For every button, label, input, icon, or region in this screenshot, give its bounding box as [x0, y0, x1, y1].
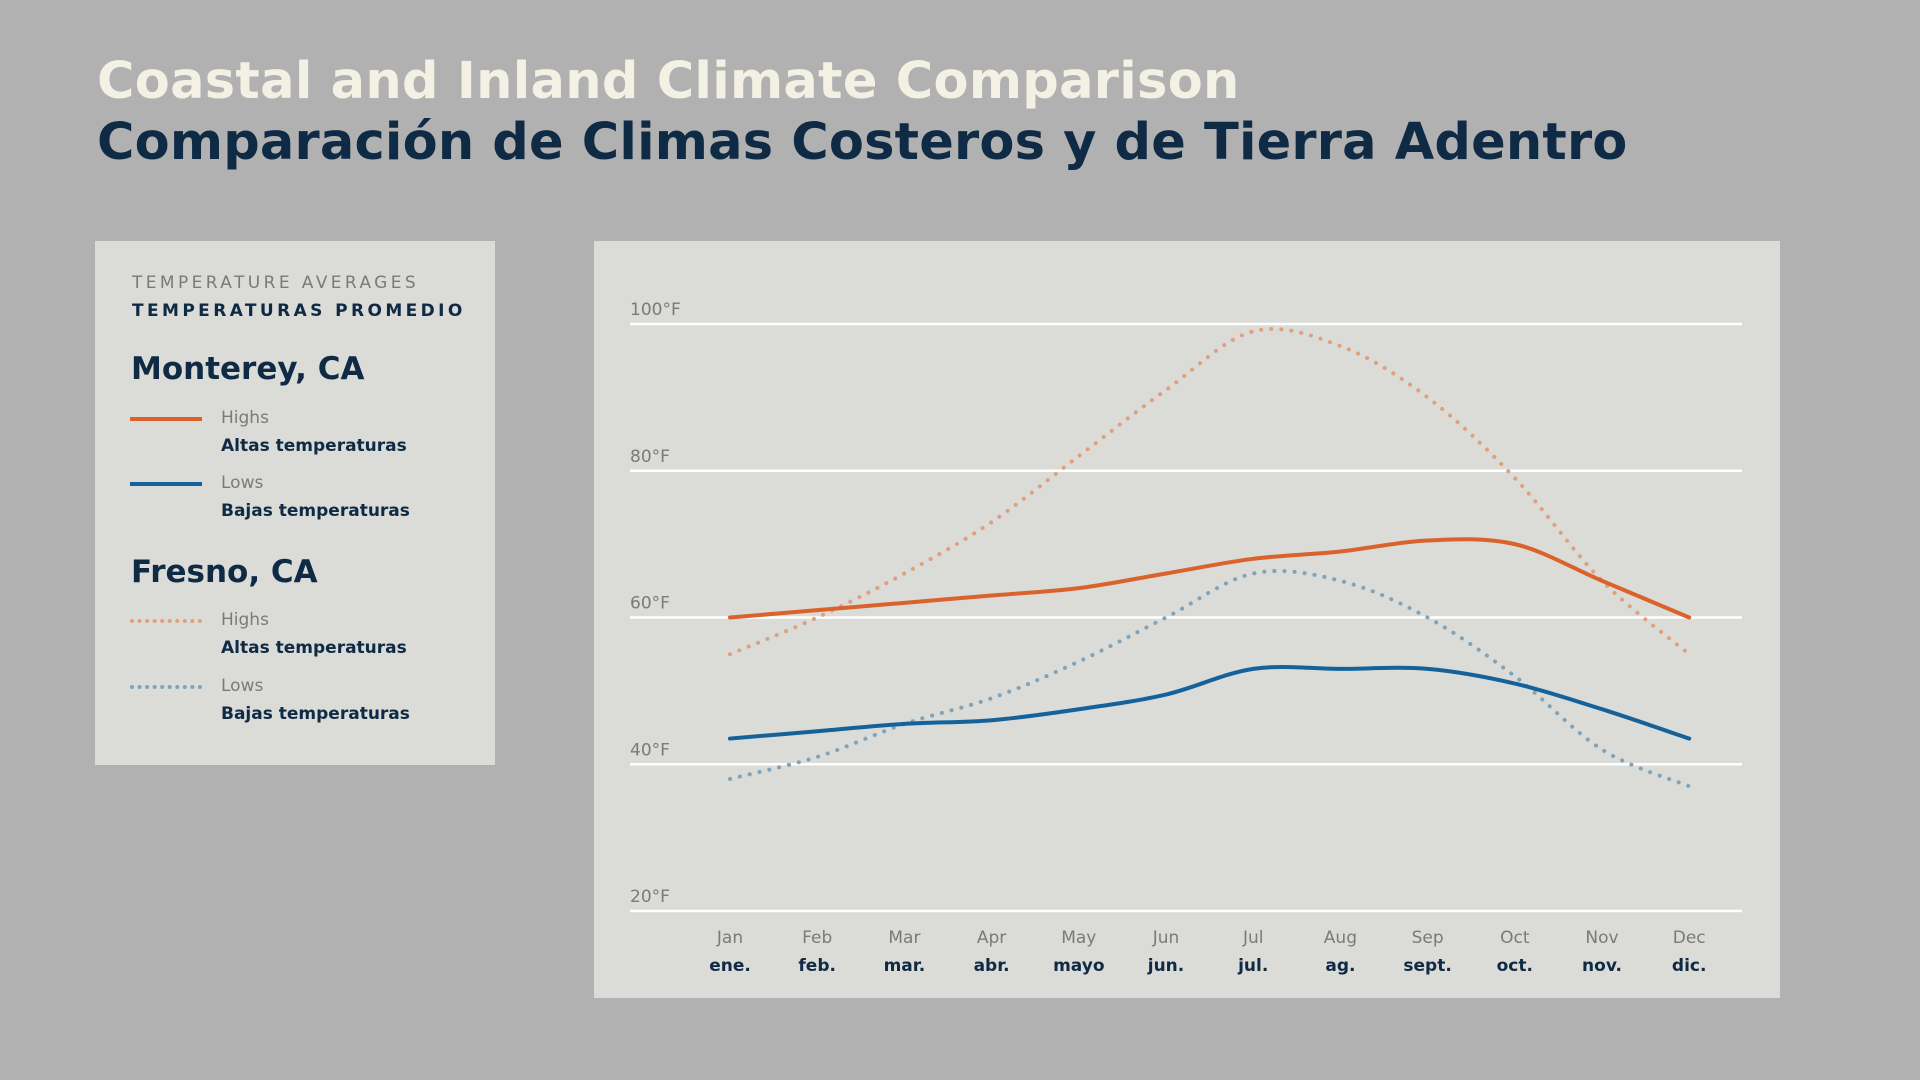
x-tick-label: Aug	[1324, 928, 1357, 948]
series-line-fresno-ca-lows	[728, 568, 1692, 789]
x-tick-label: Oct	[1500, 928, 1530, 948]
x-tick-label-es: mayo	[1053, 956, 1104, 976]
x-tick-label-es: oct.	[1497, 956, 1533, 976]
x-tick-label-es: mar.	[884, 956, 926, 976]
y-tick-label: 60°F	[630, 594, 670, 614]
legend-swatch-monterey-highs	[130, 417, 202, 421]
x-tick-label-es: nov.	[1582, 956, 1622, 976]
series-line-monterey-ca-lows	[728, 664, 1692, 741]
x-tick-label-es: jun.	[1147, 956, 1185, 976]
x-tick-label-es: abr.	[974, 956, 1010, 976]
legend-city-fresno: Fresno, CA	[131, 554, 318, 590]
legend-label-monterey-lows-es: Bajas temperaturas	[221, 501, 410, 521]
series-line-monterey-ca-highs	[728, 537, 1692, 620]
legend-label-monterey-highs: Highs	[221, 408, 269, 428]
legend-swatch-fresno-lows	[130, 685, 202, 689]
legend-city-monterey: Monterey, CA	[131, 351, 365, 387]
legend-label-fresno-lows: Lows	[221, 676, 264, 696]
x-tick-label: May	[1061, 928, 1096, 948]
x-tick-label: Feb	[802, 928, 832, 948]
legend-panel: TEMPERATURE AVERAGES TEMPERATURAS PROMED…	[95, 241, 495, 765]
temperature-line-chart: 20°F 40°F 60°F 80°F 100°F Jan ene. Feb feb. Mar ma…	[630, 300, 1742, 976]
legend-heading-spanish: TEMPERATURAS PROMEDIO	[132, 301, 466, 321]
legend-label-fresno-lows-es: Bajas temperaturas	[221, 704, 410, 724]
y-tick-label: 20°F	[630, 887, 670, 907]
y-tick-label: 100°F	[630, 300, 681, 320]
title-spanish: Comparación de Climas Costeros y de Tier…	[97, 113, 1628, 172]
legend-label-monterey-highs-es: Altas temperaturas	[221, 436, 407, 456]
x-tick-label: Sep	[1412, 928, 1444, 948]
series-line-fresno-ca-highs	[728, 326, 1692, 657]
x-tick-label-es: dic.	[1672, 956, 1707, 976]
x-tick-label-es: feb.	[798, 956, 836, 976]
y-tick-label: 80°F	[630, 447, 670, 467]
legend-label-fresno-highs-es: Altas temperaturas	[221, 638, 407, 658]
x-tick-label: Jan	[716, 928, 743, 948]
legend-label-fresno-highs: Highs	[221, 610, 269, 630]
chart-panel: 20°F 40°F 60°F 80°F 100°F Jan ene. Feb feb. Mar ma…	[594, 241, 1780, 998]
x-tick-label-es: ag.	[1325, 956, 1355, 976]
x-tick-label: Jul	[1242, 928, 1264, 948]
title-english: Coastal and Inland Climate Comparison	[97, 52, 1240, 111]
x-tick-label-es: sept.	[1403, 956, 1451, 976]
legend-heading-english: TEMPERATURE AVERAGES	[132, 273, 420, 293]
y-tick-label: 40°F	[630, 740, 670, 760]
x-tick-label: Mar	[888, 928, 920, 948]
x-tick-label-es: jul.	[1237, 956, 1268, 976]
x-tick-label: Dec	[1673, 928, 1706, 948]
legend-label-monterey-lows: Lows	[221, 473, 264, 493]
x-tick-label: Apr	[977, 928, 1006, 948]
x-tick-label: Jun	[1152, 928, 1180, 948]
x-tick-label-es: ene.	[709, 956, 751, 976]
x-tick-label: Nov	[1585, 928, 1618, 948]
legend-swatch-fresno-highs	[130, 619, 202, 623]
legend-swatch-monterey-lows	[130, 482, 202, 486]
